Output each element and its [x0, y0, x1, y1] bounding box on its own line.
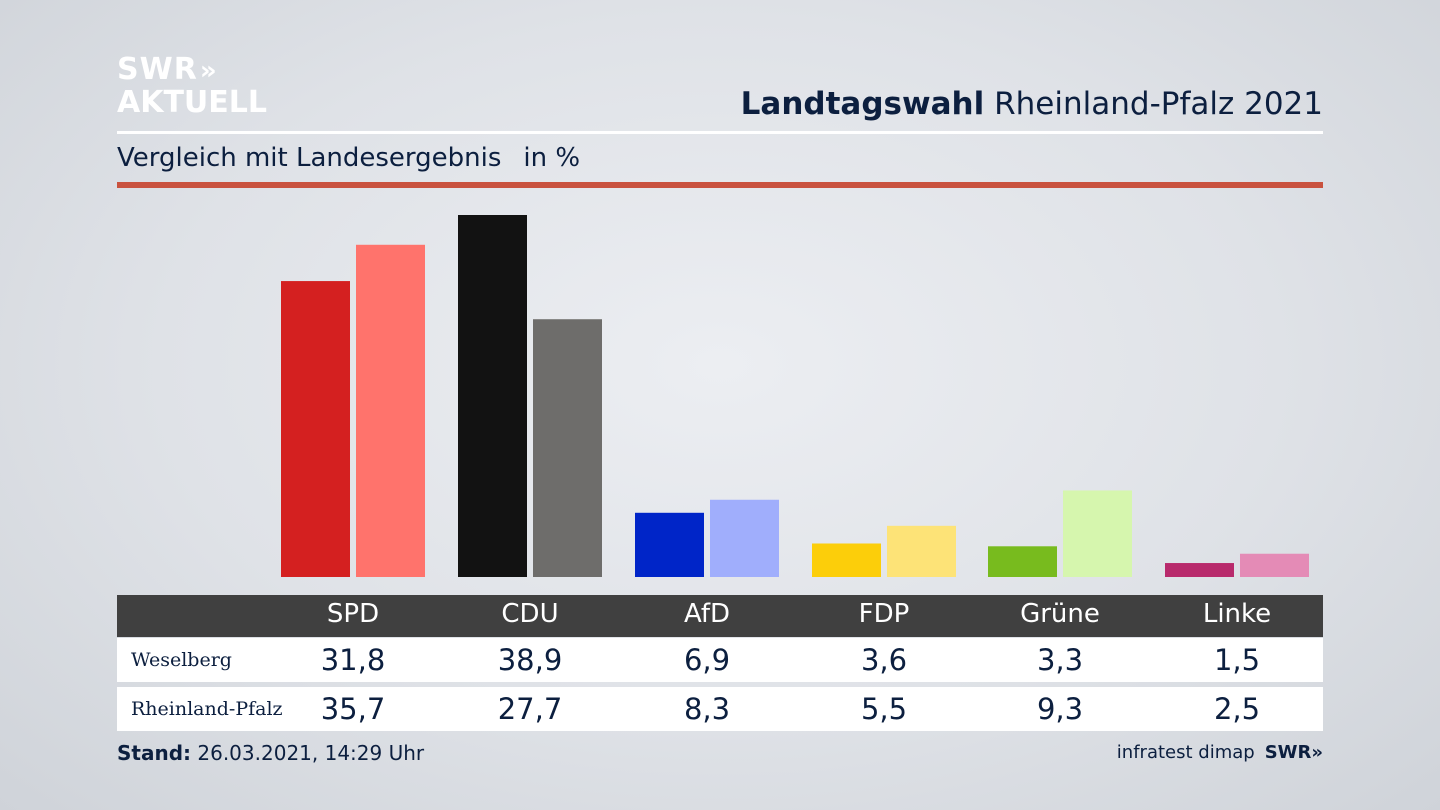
stand-label: Stand: [117, 741, 192, 765]
logo-chevron-icon: » [199, 56, 218, 86]
chart-title-rest: Rheinland-Pfalz 2021 [994, 86, 1323, 122]
bar-fdp-rheinland-pfalz [887, 525, 956, 577]
party-label-afd: AfD [683, 599, 731, 629]
source-credit: infratest dimap SWR» [1117, 742, 1323, 763]
bar-linke-rheinland-pfalz [1240, 553, 1309, 577]
swr-logo-small: SWR» [1264, 742, 1323, 763]
value-gruene-weselberg: 3,3 [1036, 643, 1084, 677]
value-linke-weselberg: 1,5 [1213, 643, 1261, 677]
bar-afd-weselberg [635, 512, 704, 577]
chart-subtitle: Vergleich mit Landesergebnis in % [117, 143, 580, 173]
value-spd-rheinland-pfalz: 35,7 [320, 692, 386, 726]
value-fdp-rheinland-pfalz: 5,5 [860, 692, 908, 726]
value-spd-weselberg: 31,8 [320, 643, 386, 677]
bar-fdp-weselberg [812, 543, 881, 577]
bar-cdu-rheinland-pfalz [533, 319, 602, 577]
party-header-row: SPD CDU AfD FDP Grüne Linke [117, 595, 1323, 637]
party-label-spd: SPD [326, 599, 380, 629]
party-label-linke: Linke [1202, 599, 1272, 629]
row-label-rheinland-pfalz: Rheinland-Pfalz [131, 698, 283, 720]
value-afd-weselberg: 6,9 [683, 643, 731, 677]
timestamp: Stand: 26.03.2021, 14:29 Uhr [117, 741, 424, 765]
row-label-weselberg: Weselberg [131, 649, 232, 671]
bar-spd-weselberg [281, 281, 350, 577]
value-cdu-weselberg: 38,9 [497, 643, 563, 677]
bar-afd-rheinland-pfalz [710, 499, 779, 577]
chart-title: Landtagswahl Rheinland-Pfalz 2021 [741, 86, 1323, 122]
stand-value: 26.03.2021, 14:29 Uhr [197, 741, 425, 765]
table-row-rheinland-pfalz: Rheinland-Pfalz 35,7 27,7 8,3 5,5 9,3 2,5 [117, 687, 1323, 731]
table-row-weselberg: Weselberg 31,8 38,9 6,9 3,6 3,3 1,5 [117, 638, 1323, 682]
bar-gruene-rheinland-pfalz [1063, 490, 1132, 577]
value-afd-rheinland-pfalz: 8,3 [683, 692, 731, 726]
title-divider [117, 131, 1323, 134]
subtitle-divider [117, 182, 1323, 188]
bar-spd-rheinland-pfalz [356, 244, 425, 577]
logo-swr-text: SWR [117, 52, 198, 87]
source-text: infratest dimap [1116, 742, 1255, 763]
value-gruene-rheinland-pfalz: 9,3 [1036, 692, 1084, 726]
swr-aktuell-logo: SWR» AKTUELL [117, 55, 267, 118]
value-fdp-weselberg: 3,6 [860, 643, 908, 677]
bar-linke-weselberg [1165, 563, 1234, 577]
subtitle-text: Vergleich mit Landesergebnis [117, 143, 502, 173]
value-linke-rheinland-pfalz: 2,5 [1213, 692, 1261, 726]
unit-label: in % [523, 143, 581, 173]
party-label-fdp: FDP [858, 599, 910, 629]
chart-title-bold: Landtagswahl [740, 86, 985, 122]
party-label-cdu: CDU [501, 599, 559, 629]
logo-aktuell-text: AKTUELL [117, 85, 268, 120]
bar-gruene-weselberg [988, 546, 1057, 577]
bar-cdu-weselberg [458, 215, 527, 577]
party-label-gruene: Grüne [1020, 599, 1100, 629]
value-cdu-rheinland-pfalz: 27,7 [497, 692, 563, 726]
